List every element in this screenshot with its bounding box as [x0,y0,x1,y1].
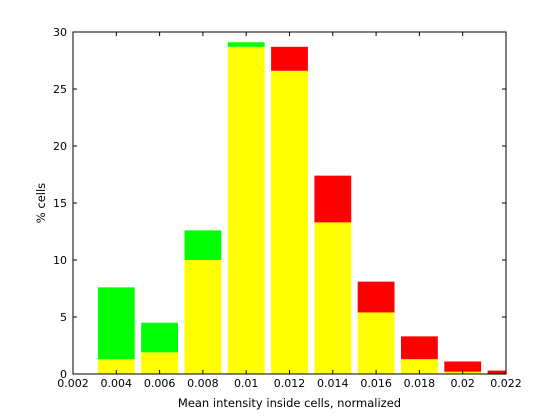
bar-7-segment-1 [401,336,438,360]
x-tick-label-1: 0.004 [101,377,133,390]
y-axis-label: % cells [34,183,48,223]
x-axis-label: Mean intensity inside cells, normalized [178,396,401,410]
bar-2-segment-1 [184,230,222,260]
bar-0-segment-1 [97,287,135,360]
x-tick-label-7: 0.016 [360,377,392,390]
bar-4-segment-0 [271,70,308,374]
bar-2-segment-0 [184,260,222,374]
bar-8-segment-1 [444,361,482,372]
y-tick-label-3: 15 [53,197,67,210]
bar-7-segment-0 [401,359,438,374]
x-tick-label-8: 0.018 [404,377,436,390]
bar-0-segment-0 [97,359,135,374]
ticks-layer [72,31,507,375]
bar-1-segment-0 [141,352,179,374]
bar-5-segment-1 [314,175,352,223]
bar-1-segment-1 [141,322,179,353]
x-tick-label-5: 0.012 [274,377,306,390]
x-tick-label-9: 0.02 [450,377,475,390]
y-tick-label-1: 5 [60,311,67,324]
bar-3-segment-1 [227,42,265,47]
x-tick-label-4: 0.01 [234,377,259,390]
y-tick-label-6: 30 [53,26,67,39]
bar-6-segment-0 [357,312,395,374]
y-tick-label-0: 0 [60,368,67,381]
bars-layer [97,42,506,374]
bar-9-segment-0 [487,370,506,374]
y-tick-label-4: 20 [53,140,67,153]
bar-5-segment-0 [314,222,352,374]
bar-6-segment-1 [357,281,395,313]
bar-4-segment-1 [271,46,308,71]
bar-3-segment-0 [227,46,265,374]
y-tick-label-5: 25 [53,83,67,96]
x-tick-label-6: 0.014 [317,377,349,390]
x-tick-label-2: 0.006 [144,377,176,390]
y-tick-label-2: 10 [53,254,67,267]
x-tick-label-10: 0.022 [490,377,522,390]
x-tick-label-3: 0.008 [187,377,219,390]
tick-labels-layer: 0.002 0.004 0.006 0.008 0.01 0.012 0.014 0.016 0… [53,26,522,390]
x-tick-label-0: 0.002 [57,377,89,390]
